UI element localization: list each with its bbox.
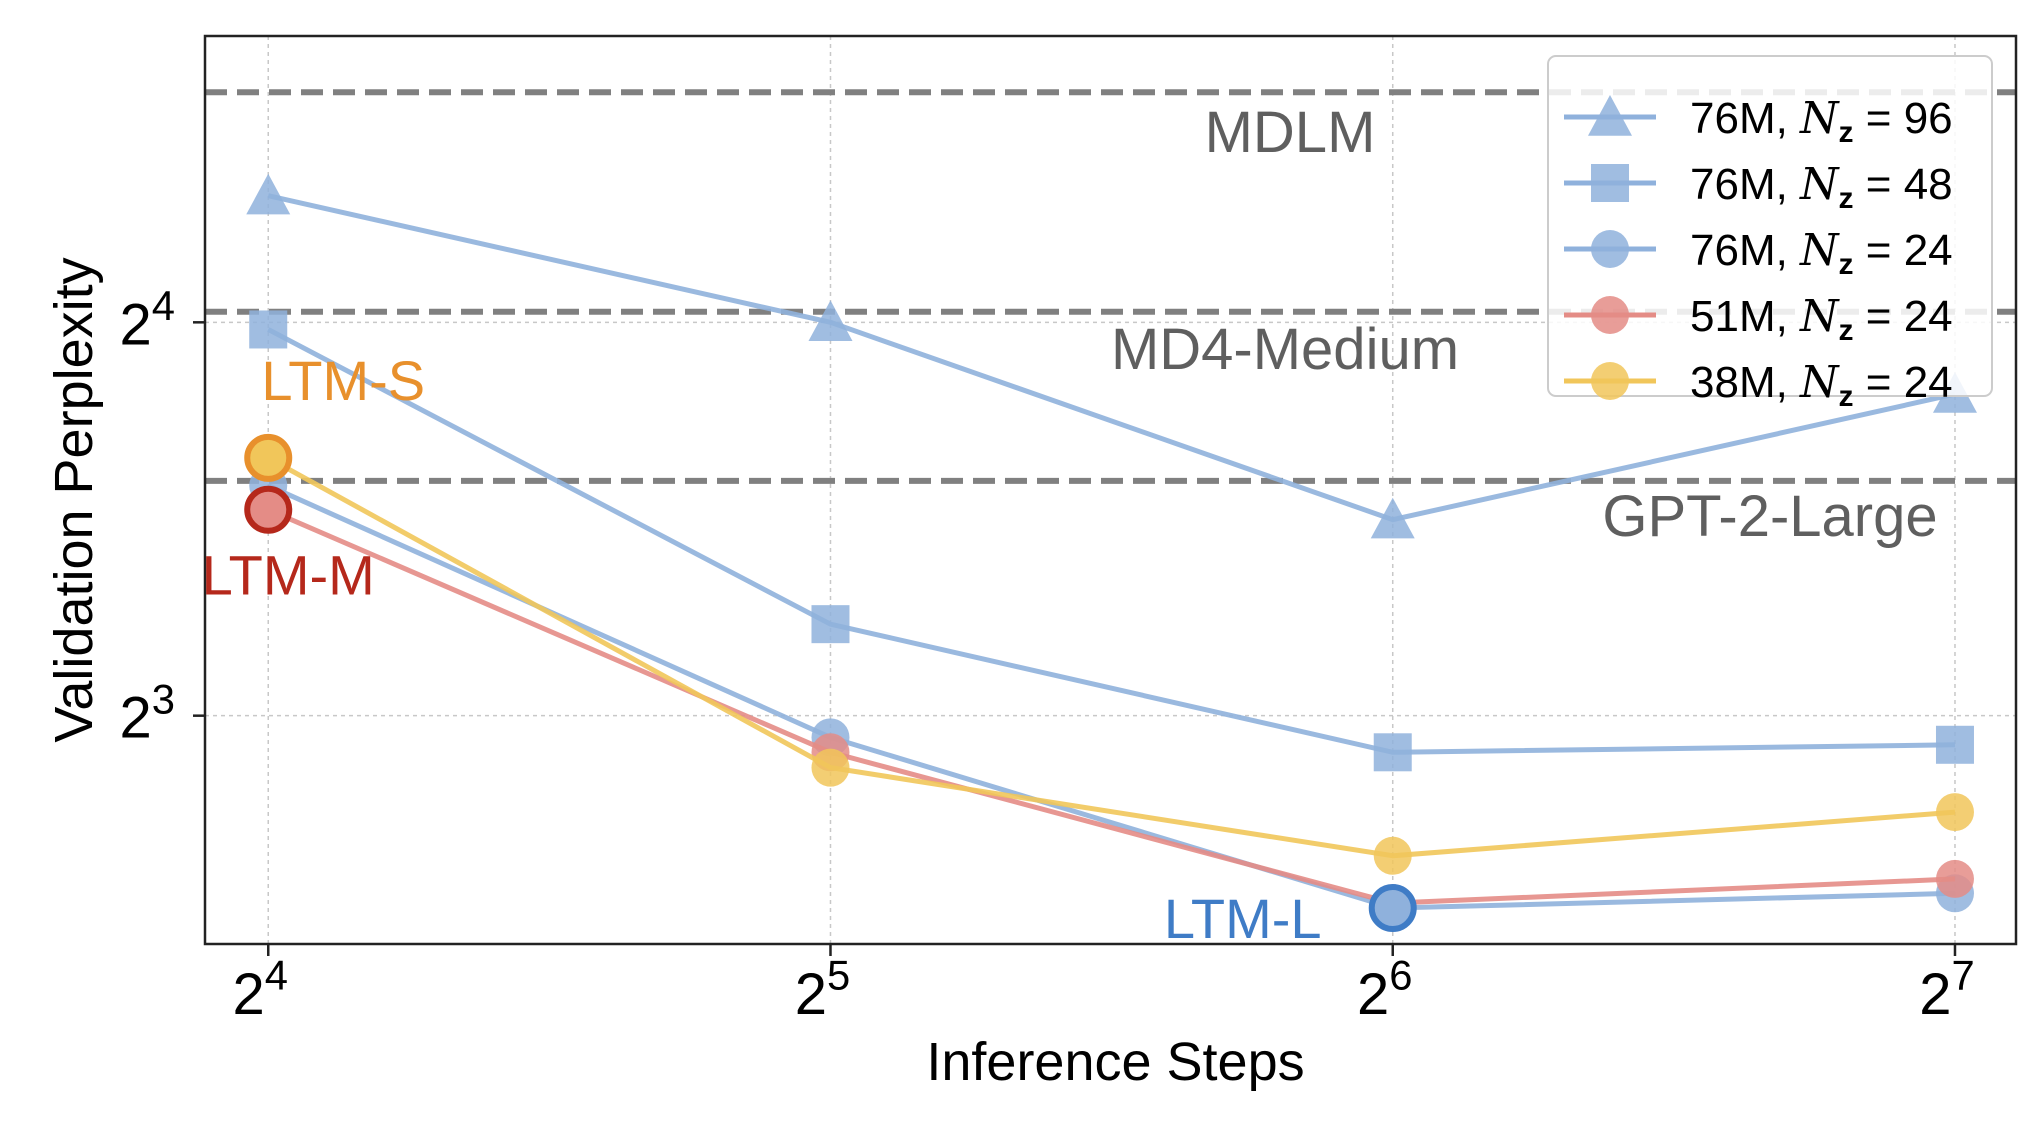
series-line bbox=[267, 455, 1956, 859]
y-tick-label: 24 bbox=[120, 282, 176, 357]
series-0 bbox=[246, 173, 1977, 539]
data-point bbox=[1373, 836, 1412, 875]
legend-label-value: = 24 bbox=[1854, 292, 1953, 341]
data-point bbox=[811, 748, 850, 787]
legend-label-symbol: N bbox=[1799, 225, 1840, 276]
x-tick-label: 24 bbox=[232, 952, 288, 1027]
grid-lines bbox=[205, 36, 2016, 944]
x-tick-label-base: 2 bbox=[232, 962, 264, 1027]
legend-label-prefix: 76M, bbox=[1690, 94, 1800, 143]
legend-label-value: = 48 bbox=[1854, 160, 1953, 209]
legend-label: 76M, Nz = 96 bbox=[1690, 93, 1953, 149]
x-tick-label-base: 2 bbox=[1919, 962, 1951, 1027]
data-point bbox=[1935, 859, 1974, 898]
legend-item: 38M, Nz = 24 bbox=[1564, 357, 1953, 413]
legend-label-subscript: z bbox=[1839, 314, 1854, 347]
data-point bbox=[1935, 793, 1974, 832]
legend-label-subscript: z bbox=[1839, 380, 1854, 413]
x-tick-label-exponent: 5 bbox=[827, 952, 850, 999]
y-tick-label-exponent: 4 bbox=[152, 282, 175, 329]
data-point bbox=[808, 300, 853, 342]
legend-item: 76M, Nz = 48 bbox=[1564, 159, 1953, 215]
legend-label-prefix: 51M, bbox=[1690, 292, 1800, 341]
data-point bbox=[811, 605, 850, 644]
reference-label-gpt-2-large: GPT-2-Large bbox=[1602, 484, 1937, 549]
legend-label-value: = 24 bbox=[1854, 358, 1953, 407]
x-tick-label-exponent: 7 bbox=[1951, 952, 1974, 999]
data-point bbox=[1935, 725, 1974, 764]
data-point bbox=[1373, 733, 1412, 772]
x-tick-label-exponent: 6 bbox=[1389, 952, 1412, 999]
y-axis-title: Validation Perplexity bbox=[44, 257, 104, 742]
x-tick-label-exponent: 4 bbox=[265, 952, 288, 999]
legend-label-symbol: N bbox=[1799, 291, 1840, 342]
series-4 bbox=[249, 438, 1974, 875]
legend-label-subscript: z bbox=[1839, 182, 1854, 215]
legend-item: 76M, Nz = 96 bbox=[1564, 93, 1953, 149]
annotation-ring-ltm-s bbox=[244, 433, 293, 482]
annotation-label-ltm-m: LTM-M bbox=[202, 544, 375, 607]
legend-label-symbol: N bbox=[1799, 159, 1840, 210]
legend-marker bbox=[1591, 362, 1629, 400]
y-tick-label-exponent: 3 bbox=[152, 675, 175, 722]
y-tick-label-base: 2 bbox=[120, 686, 152, 751]
annotation-ring-ltm-m bbox=[244, 485, 293, 534]
legend-label: 38M, Nz = 24 bbox=[1690, 357, 1953, 413]
legend-item: 51M, Nz = 24 bbox=[1564, 291, 1953, 347]
series-line bbox=[267, 483, 1956, 911]
x-tick-label-base: 2 bbox=[1357, 962, 1389, 1027]
legend-label-prefix: 38M, bbox=[1690, 358, 1800, 407]
data-point bbox=[249, 310, 288, 349]
y-tick-label-base: 2 bbox=[120, 292, 152, 357]
data-point bbox=[1370, 497, 1415, 539]
legend-item: 76M, Nz = 24 bbox=[1564, 225, 1953, 281]
legend-label-value: = 24 bbox=[1854, 226, 1953, 275]
legend-label-symbol: N bbox=[1799, 357, 1840, 408]
annotation-ring-ltm-l bbox=[1368, 884, 1417, 933]
legend-label-prefix: 76M, bbox=[1690, 160, 1800, 209]
x-tick-label: 26 bbox=[1357, 952, 1413, 1027]
legend-marker bbox=[1591, 296, 1629, 334]
legend-label: 76M, Nz = 48 bbox=[1690, 159, 1953, 215]
annotation-label-ltm-s: LTM-S bbox=[261, 349, 425, 412]
series-line bbox=[267, 327, 1956, 755]
reference-label-mdlm: MDLM bbox=[1205, 100, 1376, 165]
legend-marker bbox=[1588, 95, 1632, 136]
series-1 bbox=[249, 310, 1974, 772]
legend-box bbox=[1547, 55, 1993, 397]
legend-label: 51M, Nz = 24 bbox=[1690, 291, 1953, 347]
series-line bbox=[267, 193, 1956, 523]
plot-frame bbox=[203, 34, 2018, 946]
legend-label-prefix: 76M, bbox=[1690, 226, 1800, 275]
x-tick-label: 25 bbox=[795, 952, 851, 1027]
series-line bbox=[267, 507, 1956, 906]
legend-label-symbol: N bbox=[1799, 93, 1840, 144]
legend-label-value: = 96 bbox=[1854, 94, 1953, 143]
x-axis-title: Inference Steps bbox=[926, 1032, 1304, 1092]
x-tick-label-base: 2 bbox=[795, 962, 827, 1027]
legend-label-subscript: z bbox=[1839, 248, 1854, 281]
annotation-label-ltm-l: LTM-L bbox=[1164, 887, 1322, 950]
x-tick-label: 27 bbox=[1919, 952, 1975, 1027]
legend-label-subscript: z bbox=[1839, 116, 1854, 149]
reference-label-md4-medium: MD4-Medium bbox=[1111, 317, 1459, 382]
legend-marker bbox=[1591, 164, 1629, 202]
legend-label: 76M, Nz = 24 bbox=[1690, 225, 1953, 281]
series-3 bbox=[249, 490, 1974, 923]
data-point bbox=[246, 173, 291, 215]
y-tick-label: 23 bbox=[120, 675, 176, 750]
legend-marker bbox=[1591, 230, 1629, 268]
